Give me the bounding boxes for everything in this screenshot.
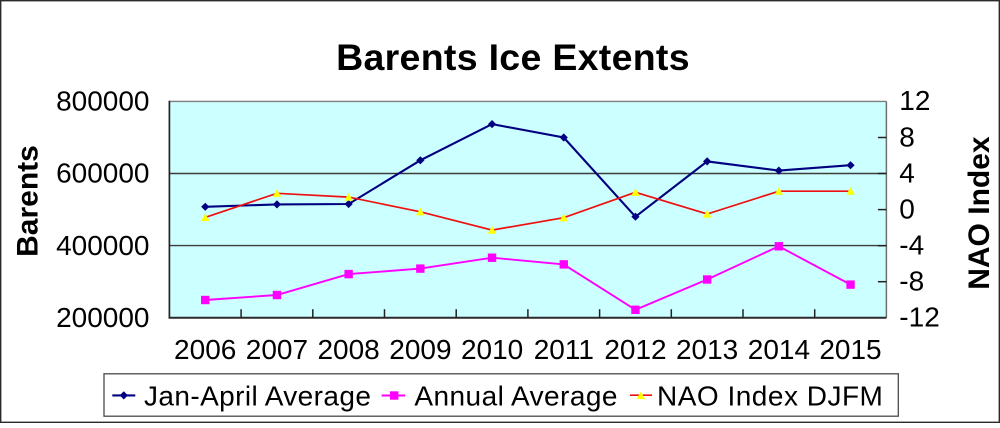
svg-text:2013: 2013 <box>676 334 738 365</box>
svg-text:Annual Average: Annual Average <box>414 380 618 411</box>
svg-text:Barents Ice Extents: Barents Ice Extents <box>336 36 690 78</box>
svg-text:Jan-April Average: Jan-April Average <box>144 380 371 411</box>
svg-text:400000: 400000 <box>56 230 149 261</box>
svg-text:600000: 600000 <box>56 158 149 189</box>
svg-text:8: 8 <box>899 121 915 152</box>
svg-text:2011: 2011 <box>534 334 594 365</box>
svg-text:NAO Index DJFM: NAO Index DJFM <box>657 380 883 411</box>
svg-text:2006: 2006 <box>174 334 236 365</box>
svg-text:2012: 2012 <box>604 334 666 365</box>
svg-text:200000: 200000 <box>56 302 149 333</box>
svg-text:4: 4 <box>899 157 915 188</box>
svg-text:12: 12 <box>899 85 930 116</box>
svg-text:-12: -12 <box>899 302 939 333</box>
svg-text:2015: 2015 <box>819 334 881 365</box>
svg-text:Barents: Barents <box>12 145 45 257</box>
svg-text:2008: 2008 <box>317 334 379 365</box>
svg-text:-4: -4 <box>899 229 924 260</box>
svg-text:-8: -8 <box>899 266 924 297</box>
svg-text:2007: 2007 <box>246 334 308 365</box>
svg-text:2010: 2010 <box>461 334 523 365</box>
svg-text:NAO Index: NAO Index <box>963 136 996 290</box>
svg-text:2009: 2009 <box>389 334 451 365</box>
svg-text:0: 0 <box>899 193 915 224</box>
svg-text:2014: 2014 <box>748 334 810 365</box>
svg-text:800000: 800000 <box>56 86 149 117</box>
